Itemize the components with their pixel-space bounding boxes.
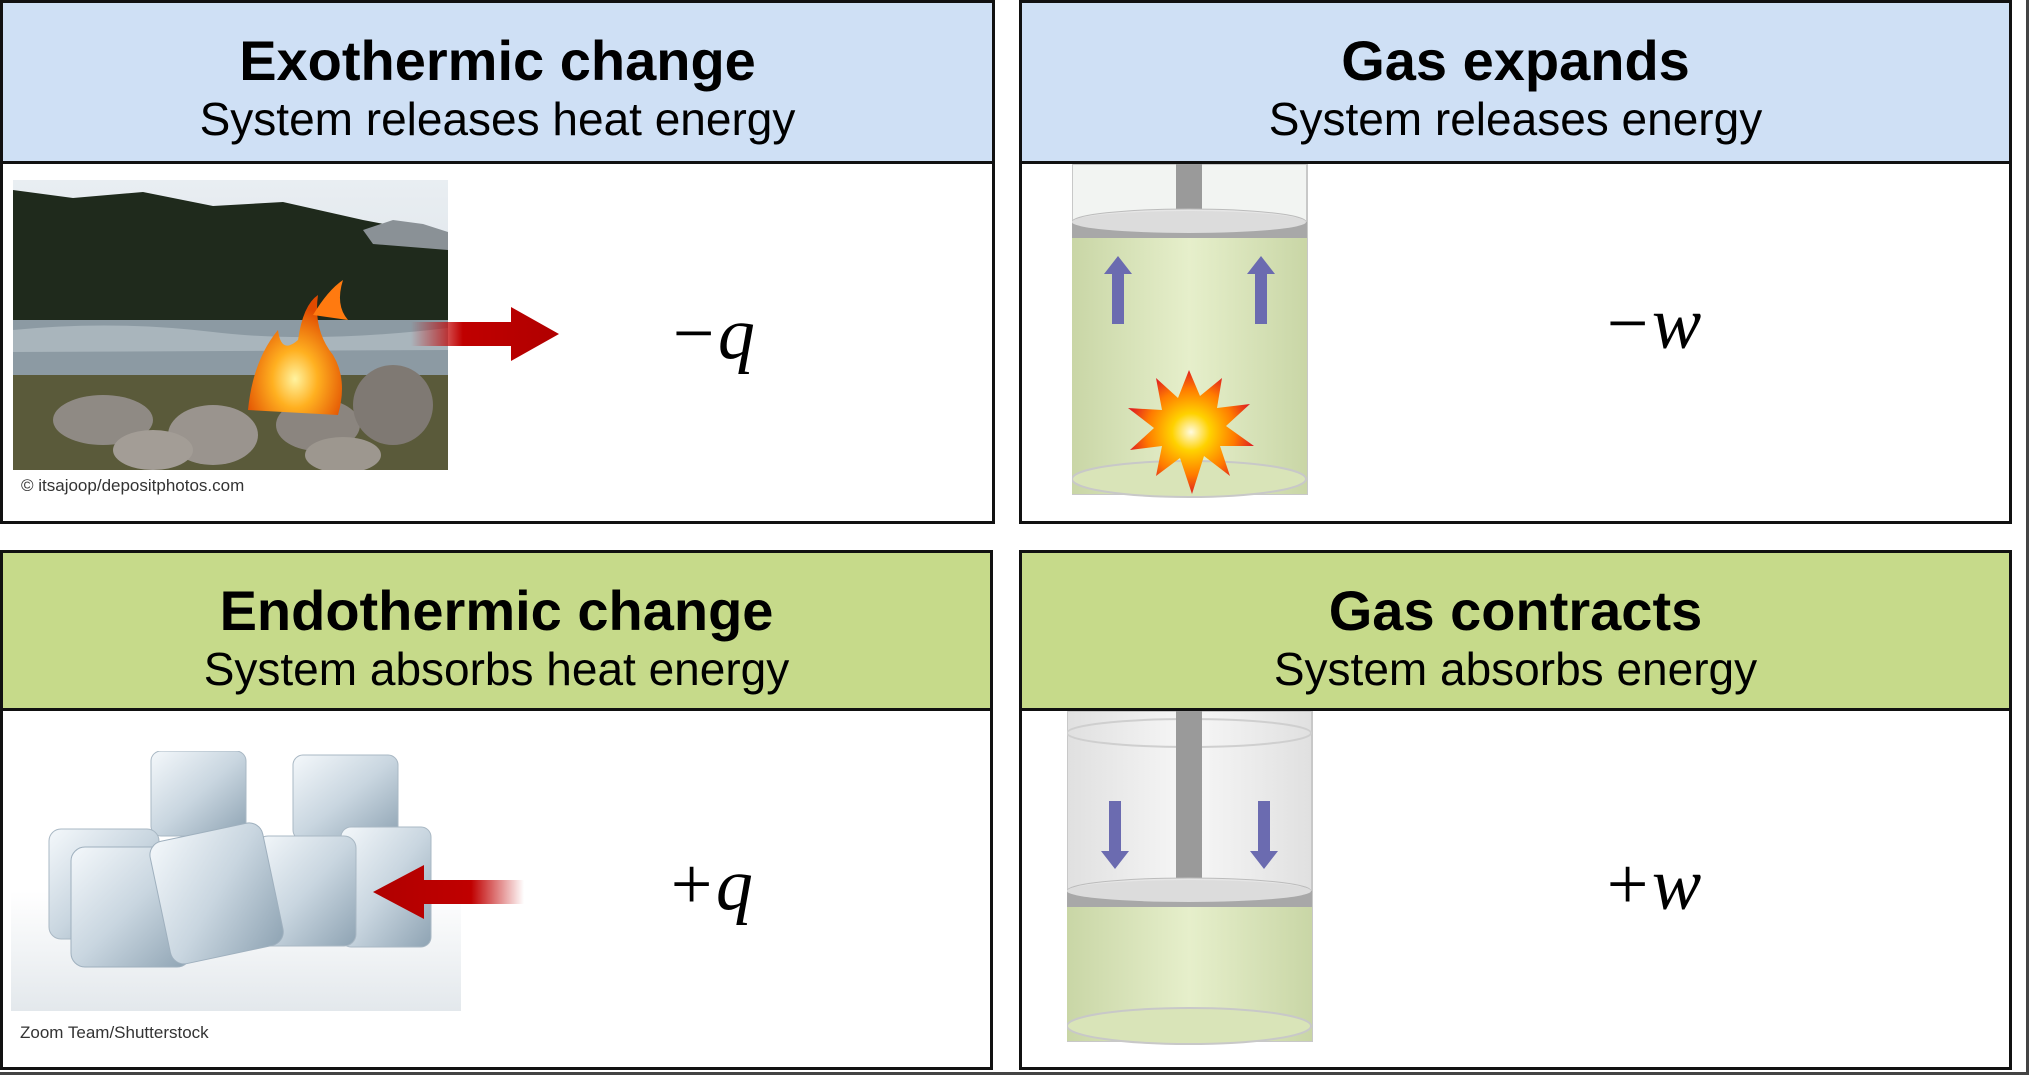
exothermic-body: −q © itsajoop/depositphotos.com xyxy=(3,164,992,521)
panel-title: Gas expands xyxy=(1341,29,1690,92)
panel-title: Endothermic change xyxy=(219,579,774,642)
gas-expands-header: Gas expands System releases energy xyxy=(1022,3,2009,164)
piston-cylinder-diagram xyxy=(1072,164,1308,498)
work-symbol: +w xyxy=(1602,844,1702,926)
piston-cylinder-diagram xyxy=(1067,711,1313,1045)
heat-symbol: +q xyxy=(666,844,753,926)
gas-contracts-body: +w xyxy=(1022,711,2009,1067)
gas-contracts-header: Gas contracts System absorbs energy xyxy=(1022,553,2009,711)
gas-contracts-panel: Gas contracts System absorbs energy xyxy=(1019,550,2012,1070)
panel-subtitle: System releases energy xyxy=(1268,93,1763,145)
photo-credit: Zoom Team/Shutterstock xyxy=(20,1023,209,1042)
heat-symbol: −q xyxy=(668,293,755,375)
exothermic-header: Exothermic change System releases heat e… xyxy=(3,3,992,164)
heat-arrow-icon xyxy=(411,307,559,361)
endothermic-panel: Endothermic change System absorbs heat e… xyxy=(0,550,993,1070)
panel-title: Exothermic change xyxy=(239,29,756,92)
panel-subtitle: System releases heat energy xyxy=(199,93,796,145)
work-symbol: −w xyxy=(1602,283,1702,365)
panel-title: Gas contracts xyxy=(1328,579,1703,642)
photo-credit: © itsajoop/depositphotos.com xyxy=(21,476,245,495)
campfire-photo xyxy=(13,180,448,470)
gas-expands-body: −w xyxy=(1022,164,2009,521)
gas-expands-panel: Gas expands System releases energy xyxy=(1019,0,2012,524)
panel-subtitle: System absorbs heat energy xyxy=(203,643,790,695)
exothermic-panel: Exothermic change System releases heat e… xyxy=(0,0,995,524)
heat-arrow-icon xyxy=(373,865,524,919)
explosion-icon xyxy=(1128,370,1254,494)
endothermic-header: Endothermic change System absorbs heat e… xyxy=(3,553,990,711)
panel-subtitle: System absorbs energy xyxy=(1273,643,1758,695)
endothermic-body: +q Zoom Team/Shutterstock xyxy=(3,711,990,1067)
